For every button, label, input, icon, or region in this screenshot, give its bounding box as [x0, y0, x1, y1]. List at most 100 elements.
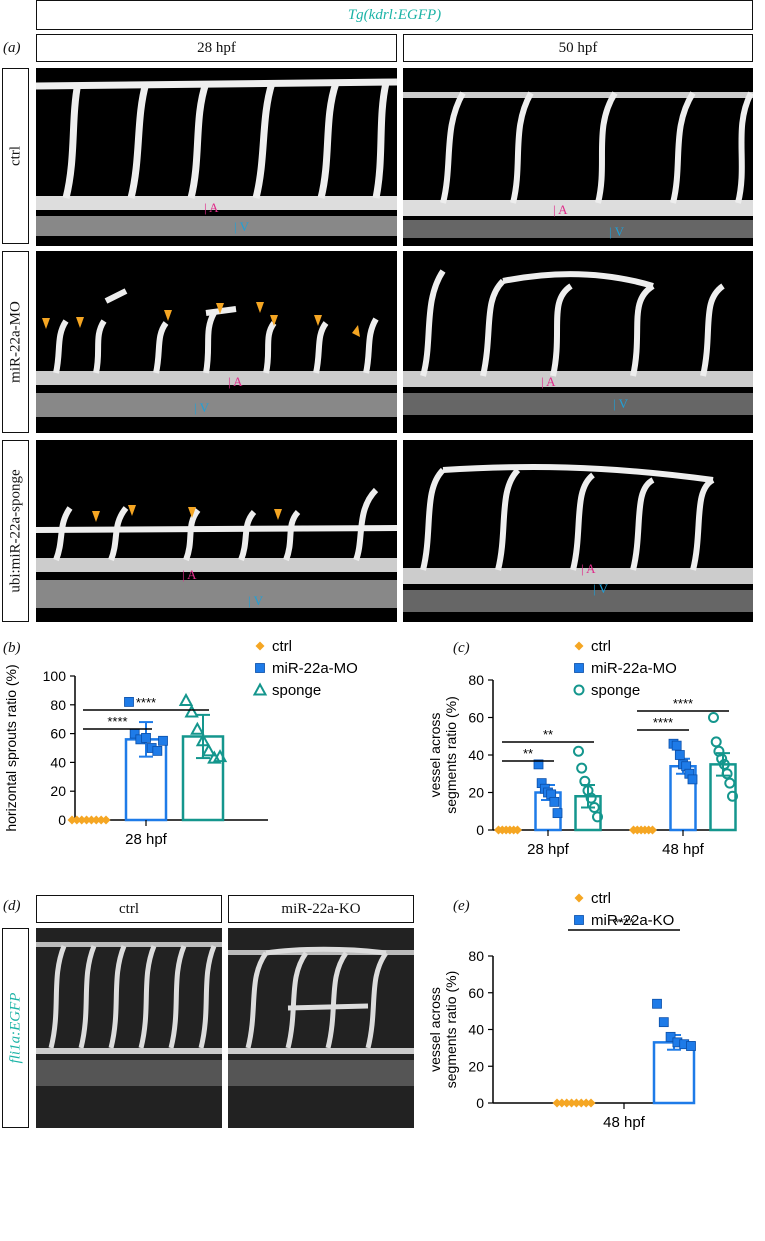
data-point	[86, 815, 96, 825]
svg-text:| A: | A	[581, 561, 596, 576]
col-header-28hpf-label: 28 hpf	[197, 39, 236, 56]
chart-b: 0 20 40 60 80 100 horizontal sprouts ratio (%)…	[0, 630, 380, 848]
transgene-label: Tg(kdrl:EGFP)	[347, 6, 442, 23]
x-tick-label: 48 hpf	[662, 841, 705, 858]
data-point	[152, 745, 163, 756]
data-point	[552, 1098, 562, 1108]
data-point	[77, 815, 87, 825]
col-header-28hpf: 28 hpf	[36, 34, 397, 62]
legend-marker	[255, 641, 265, 651]
data-point	[721, 768, 733, 780]
y-axis-label: horizontal sprouts ratio (%)	[3, 664, 19, 831]
col-header-50hpf: 50 hpf	[403, 34, 753, 62]
micrograph-sponge-50hpf: | A | V	[403, 440, 753, 622]
data-point	[716, 753, 728, 765]
micrograph-mo-28hpf: | A | V	[36, 251, 397, 433]
y-tick-label: 80	[468, 948, 484, 964]
svg-text:| A: | A	[541, 374, 556, 389]
data-point	[686, 1041, 696, 1051]
y-tick-label: 40	[50, 754, 66, 770]
data-point	[67, 815, 77, 825]
data-point	[592, 811, 603, 823]
data-point	[101, 815, 111, 825]
data-point	[724, 777, 736, 789]
panel-b-letter: (b)	[3, 640, 21, 656]
data-point	[184, 704, 199, 718]
chart-c: 0 20 40 60 80 vessel across segments ratio (%)…	[385, 630, 765, 870]
y-axis-label: vessel across	[427, 987, 443, 1072]
legend-marker	[573, 684, 585, 696]
panel-d-letter: (d)	[3, 898, 21, 914]
micrograph-ctrl-50hpf: | A | V	[403, 68, 753, 246]
legend-marker	[574, 663, 584, 673]
y-tick-label: 60	[50, 726, 66, 742]
data-point	[158, 735, 168, 746]
data-point	[708, 712, 719, 723]
significance-label: **	[543, 727, 553, 742]
svg-text:| V: | V	[248, 593, 264, 608]
data-point	[648, 825, 657, 835]
data-point	[190, 721, 205, 735]
svg-text:| V: | V	[194, 400, 210, 415]
data-point	[710, 736, 722, 748]
row-label-mo: miR-22a-MO	[2, 251, 29, 433]
col-header-ctrl-d: ctrl	[36, 895, 222, 923]
data-point	[201, 743, 216, 757]
data-point	[124, 697, 134, 707]
svg-text:| A: | A	[228, 374, 243, 389]
col-header-50hpf-label: 50 hpf	[558, 39, 598, 56]
col-header-ko-d-label: miR-22a-KO	[281, 900, 361, 917]
chart-e: 0 20 40 60 80 vessel across segments ratio (%)…	[385, 890, 765, 1236]
data-point	[576, 1098, 586, 1108]
y-tick-label: 0	[58, 812, 66, 828]
legend-marker	[574, 641, 584, 651]
data-point	[557, 1098, 567, 1108]
y-axis-label: vessel across	[427, 713, 443, 798]
row-label-fli1a: fli1a:EGFP	[2, 928, 29, 1128]
data-point	[178, 692, 194, 706]
data-point	[562, 1098, 572, 1108]
data-point	[579, 775, 591, 787]
row-label-sponge: ubi:miR-22a-sponge	[2, 440, 29, 622]
significance-label: **	[523, 746, 533, 761]
legend-marker	[574, 893, 584, 903]
significance-label: ****	[653, 715, 673, 730]
data-point	[671, 740, 682, 751]
x-tick-label: 48 hpf	[603, 1114, 646, 1131]
data-point	[141, 733, 151, 743]
data-point	[513, 825, 522, 835]
data-point	[195, 733, 211, 747]
legend-label: ctrl	[272, 638, 292, 655]
svg-text:| V: | V	[593, 581, 609, 596]
x-tick-label: 28 hpf	[125, 831, 168, 848]
data-point	[585, 792, 597, 804]
y-tick-label: 40	[468, 747, 484, 763]
y-tick-label: 40	[468, 1022, 484, 1038]
y-tick-label: 20	[468, 1058, 484, 1074]
y-tick-label: 20	[50, 783, 66, 799]
panel-a-letter: (a)	[3, 40, 21, 56]
data-point	[212, 749, 228, 763]
col-header-ko-d: miR-22a-KO	[228, 895, 414, 923]
row-label-ctrl: ctrl	[2, 68, 29, 244]
data-point	[571, 1098, 581, 1108]
data-point	[652, 998, 662, 1009]
legend-label: ctrl	[591, 890, 611, 907]
significance-label: ****	[136, 695, 156, 710]
svg-text:| A: | A	[182, 567, 197, 582]
y-tick-label: 60	[468, 710, 484, 726]
legend-marker	[252, 682, 268, 696]
transgene-header: Tg(kdrl:EGFP)	[36, 0, 753, 30]
legend-marker	[574, 915, 584, 925]
data-point	[588, 802, 600, 813]
data-point	[581, 1098, 591, 1108]
y-tick-label: 80	[468, 672, 484, 688]
artery-marker: | A	[204, 200, 219, 215]
chart-c-svg: 0 20 40 60 80 vessel across segments ratio (%)…	[427, 638, 738, 858]
data-point	[665, 1031, 676, 1042]
data-point	[674, 750, 685, 760]
svg-text:| V: | V	[613, 396, 629, 411]
data-point	[687, 774, 698, 785]
row-label-ctrl-text: ctrl	[7, 146, 23, 166]
significance-label: ****	[107, 714, 127, 729]
